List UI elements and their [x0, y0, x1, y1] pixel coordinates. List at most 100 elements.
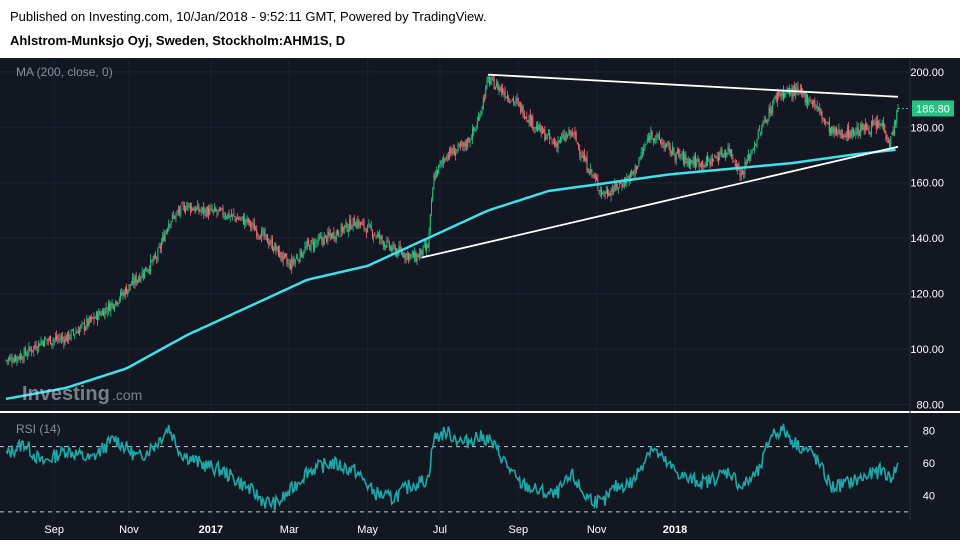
candle-body [633, 171, 635, 175]
candle-body [781, 90, 783, 97]
candle-body [138, 278, 140, 282]
candle-body [622, 185, 624, 187]
candle-body [412, 252, 414, 258]
candle-body [25, 355, 27, 357]
candle-body [408, 252, 410, 260]
candle-body [840, 132, 842, 136]
candle-body [725, 152, 727, 157]
candle-body [242, 217, 244, 225]
candle-body [56, 335, 58, 340]
candle-body [192, 208, 194, 210]
candle-body [34, 344, 36, 347]
candle-body [492, 76, 494, 79]
candle-body [855, 132, 857, 135]
candle-body [621, 184, 623, 187]
candle-body [423, 244, 425, 246]
candle-body [721, 150, 723, 157]
candle-body [785, 92, 787, 94]
candle-body [240, 217, 242, 219]
candle-body [86, 319, 88, 327]
rsi-series [0, 423, 910, 513]
candle-body [168, 223, 170, 231]
candle-body [414, 251, 416, 260]
candle-body [145, 266, 147, 272]
candle-body [887, 140, 889, 143]
candle-body [676, 150, 678, 154]
time-tick-label: Nov [587, 524, 607, 536]
candle-body [53, 339, 55, 341]
candle-body [73, 330, 75, 334]
candle-body [265, 234, 267, 236]
candle-body [774, 96, 776, 99]
candle-body [709, 161, 711, 165]
candle-body [720, 149, 722, 155]
candle-body [324, 234, 326, 236]
candle-body [411, 252, 413, 254]
candle-body [106, 311, 108, 313]
candle-body [773, 98, 775, 104]
candle-body [363, 220, 365, 229]
candle-body [603, 190, 605, 195]
candle-body [449, 148, 451, 160]
chart-area[interactable]: 80.00 100.00 120.00 140.00 160.00 180.00 200.0… [0, 58, 960, 540]
candle-body [303, 253, 305, 255]
time-tick-label: Nov [119, 524, 139, 536]
candle-body [11, 358, 13, 362]
candle-body [374, 234, 376, 236]
candle-body [521, 106, 523, 111]
candle-body [433, 174, 435, 190]
candle-body [822, 117, 824, 120]
candle-body [80, 325, 82, 329]
publish-info: Published on Investing.com, 10/Jan/2018 … [10, 9, 487, 24]
time-tick-label: 2018 [663, 524, 687, 536]
candle-body [134, 276, 136, 285]
candle-body [444, 158, 446, 161]
chart-canvas[interactable]: 80.00 100.00 120.00 140.00 160.00 180.00 200.0… [0, 58, 960, 540]
price-tick-label: 80.00 [916, 399, 944, 411]
candle-body [206, 207, 208, 217]
candle-body [470, 139, 472, 141]
candle-body [373, 235, 375, 238]
candle-body [766, 120, 768, 123]
candle-body [283, 253, 285, 255]
candle-body [635, 166, 637, 171]
candle-body [209, 208, 211, 215]
candle-body [711, 158, 713, 163]
candle-body [538, 124, 540, 130]
candle-body [540, 126, 542, 134]
candle-body [321, 236, 323, 241]
candle-body [792, 86, 794, 98]
time-tick-label: Jul [433, 524, 447, 536]
candle-body [487, 77, 489, 80]
candle-body [445, 160, 447, 161]
candle-body [51, 343, 53, 346]
candle-body [282, 253, 284, 262]
candle-body [262, 230, 264, 232]
candle-body [199, 209, 201, 212]
candle-body [227, 213, 229, 219]
candle-body [98, 311, 100, 320]
candle-body [476, 121, 478, 128]
candle-body [252, 223, 254, 225]
last-price-marker: 186.80 [912, 100, 954, 117]
candle-body [664, 145, 666, 148]
candle-body [737, 164, 739, 170]
candle-body [71, 329, 73, 331]
candle-body [655, 138, 657, 140]
candle-body [473, 127, 475, 132]
candle-body [867, 129, 869, 130]
candle-body [82, 322, 84, 324]
candle-body [17, 356, 19, 359]
candle-body [586, 156, 588, 171]
candle-body [36, 349, 38, 351]
candle-body [804, 92, 806, 103]
candle-body [462, 141, 464, 147]
candle-body [173, 215, 175, 217]
candle-body [230, 213, 232, 217]
candle-body [675, 152, 677, 161]
candle-body [457, 143, 459, 151]
candle-body [563, 134, 565, 140]
candle-body [537, 126, 539, 131]
trendline [488, 73, 899, 98]
candle-body [782, 90, 784, 99]
